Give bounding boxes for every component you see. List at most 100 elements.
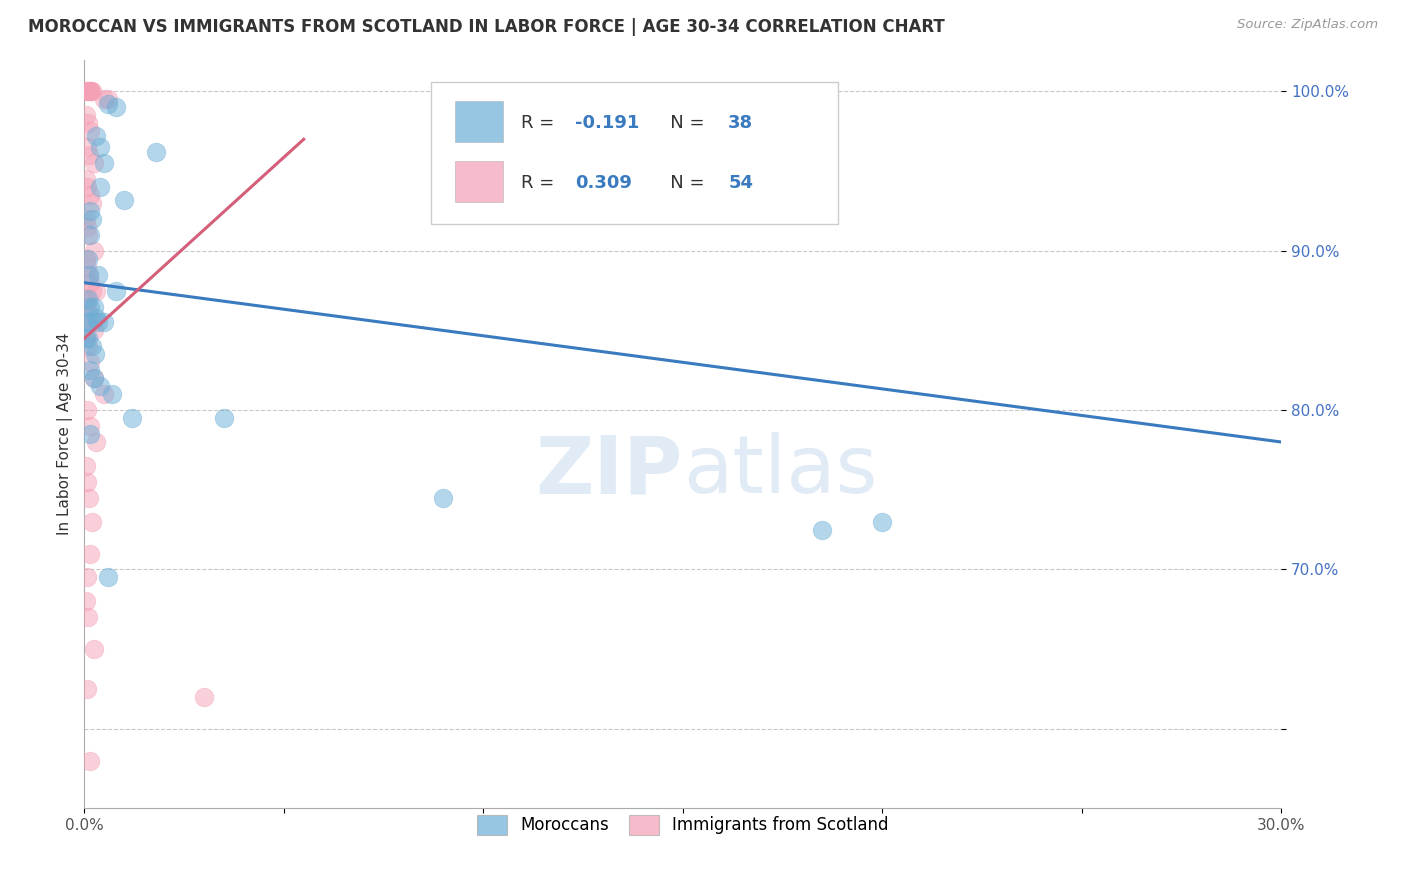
Point	[97, 97, 120, 112]
Point	[75, 458, 97, 473]
Point	[82, 196, 104, 211]
Point	[93, 92, 115, 106]
Point	[870, 515, 893, 529]
Point	[84, 129, 107, 144]
Point	[77, 292, 100, 306]
FancyBboxPatch shape	[432, 82, 838, 225]
Point	[79, 204, 101, 219]
Point	[75, 211, 97, 226]
Text: atlas: atlas	[683, 433, 877, 510]
Point	[79, 300, 101, 314]
Point	[79, 227, 101, 242]
Point	[84, 435, 107, 450]
Point	[83, 642, 105, 657]
Point	[77, 331, 100, 345]
Point	[83, 371, 105, 385]
Point	[89, 180, 111, 194]
Point	[77, 268, 100, 282]
Text: 0.309: 0.309	[575, 174, 631, 192]
Point	[84, 310, 107, 325]
Point	[77, 85, 100, 99]
Point	[79, 124, 101, 138]
Point	[83, 300, 105, 314]
Point	[93, 387, 115, 401]
Point	[811, 523, 834, 537]
Text: N =: N =	[652, 174, 710, 192]
Point	[89, 379, 111, 393]
Point	[79, 427, 101, 442]
Point	[75, 172, 97, 186]
Point	[77, 85, 100, 99]
Point	[83, 244, 105, 258]
Point	[76, 403, 98, 417]
Point	[76, 300, 98, 314]
Point	[76, 316, 98, 330]
Point	[79, 547, 101, 561]
Text: 38: 38	[728, 114, 754, 132]
Point	[84, 347, 107, 361]
Point	[105, 100, 128, 114]
Point	[82, 515, 104, 529]
Point	[77, 610, 100, 624]
Point	[82, 284, 104, 298]
Point	[75, 252, 97, 266]
Point	[112, 193, 135, 207]
Text: ZIP: ZIP	[536, 433, 683, 510]
Point	[75, 331, 97, 345]
Point	[79, 276, 101, 290]
Point	[83, 371, 105, 385]
Point	[82, 211, 104, 226]
Point	[87, 316, 110, 330]
Point	[76, 219, 98, 234]
Point	[93, 316, 115, 330]
Point	[80, 85, 103, 99]
Point	[79, 355, 101, 369]
Point	[432, 491, 454, 505]
FancyBboxPatch shape	[456, 161, 503, 202]
Point	[77, 227, 100, 242]
Point	[76, 140, 98, 154]
Point	[77, 491, 100, 505]
Point	[76, 180, 98, 194]
Point	[77, 116, 100, 130]
Point	[97, 570, 120, 584]
Point	[75, 108, 97, 122]
Text: MOROCCAN VS IMMIGRANTS FROM SCOTLAND IN LABOR FORCE | AGE 30-34 CORRELATION CHAR: MOROCCAN VS IMMIGRANTS FROM SCOTLAND IN …	[28, 18, 945, 36]
Point	[76, 475, 98, 489]
Point	[82, 85, 104, 99]
Point	[121, 411, 143, 425]
Point	[76, 681, 98, 696]
Point	[75, 594, 97, 608]
FancyBboxPatch shape	[456, 101, 503, 142]
Text: N =: N =	[652, 114, 710, 132]
Point	[79, 419, 101, 434]
Point	[79, 363, 101, 377]
Point	[105, 284, 128, 298]
Point	[93, 156, 115, 170]
Point	[76, 85, 98, 99]
Point	[101, 387, 124, 401]
Point	[97, 92, 120, 106]
Point	[76, 570, 98, 584]
Point	[87, 268, 110, 282]
Point	[76, 260, 98, 274]
Point	[77, 308, 100, 322]
Point	[212, 411, 235, 425]
Point	[75, 316, 97, 330]
Point	[77, 339, 100, 353]
Point	[79, 754, 101, 768]
Point	[83, 323, 105, 337]
Legend: Moroccans, Immigrants from Scotland: Moroccans, Immigrants from Scotland	[467, 805, 898, 845]
Text: R =: R =	[522, 174, 560, 192]
Point	[75, 292, 97, 306]
Point	[77, 268, 100, 282]
Point	[89, 140, 111, 154]
Text: -0.191: -0.191	[575, 114, 640, 132]
Point	[77, 252, 100, 266]
Point	[83, 156, 105, 170]
Point	[79, 188, 101, 202]
Point	[82, 339, 104, 353]
Point	[82, 316, 104, 330]
Text: R =: R =	[522, 114, 560, 132]
Point	[75, 85, 97, 99]
